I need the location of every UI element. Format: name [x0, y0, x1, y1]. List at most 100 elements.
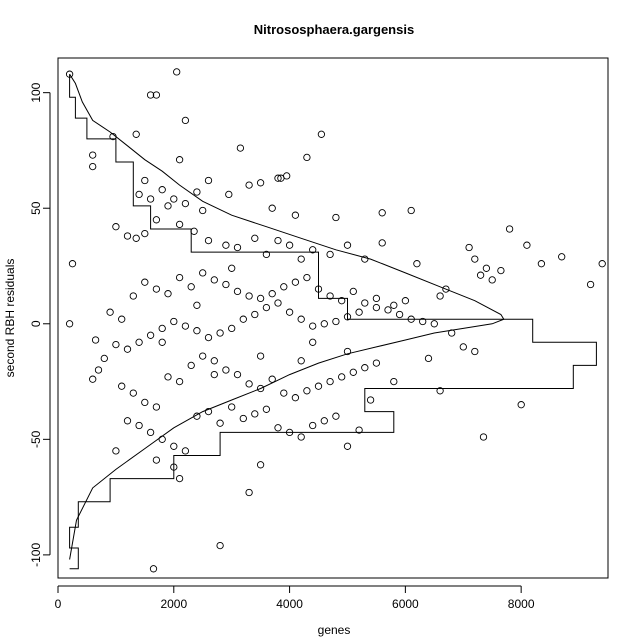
- data-point: [222, 366, 230, 374]
- data-point: [326, 292, 334, 300]
- data-point: [256, 352, 265, 360]
- x-tick-label: 2000: [160, 597, 187, 611]
- data-point: [170, 442, 178, 450]
- data-point: [112, 447, 120, 455]
- data-point: [297, 433, 305, 441]
- data-point: [407, 206, 415, 215]
- data-point: [338, 297, 346, 305]
- scatter-points: [65, 68, 606, 573]
- data-point: [361, 299, 369, 307]
- data-point: [141, 176, 149, 185]
- data-point: [199, 352, 207, 360]
- data-point: [228, 264, 236, 272]
- data-point: [216, 329, 224, 337]
- data-point: [181, 447, 190, 455]
- data-point: [407, 315, 415, 323]
- data-point: [314, 382, 323, 390]
- data-point: [314, 285, 323, 293]
- data-point: [204, 333, 213, 342]
- data-point: [106, 308, 114, 316]
- data-point: [141, 398, 149, 407]
- data-point: [65, 320, 74, 328]
- data-point: [164, 373, 172, 381]
- data-point: [326, 250, 334, 259]
- data-point: [141, 229, 149, 238]
- data-point: [236, 144, 245, 152]
- data-point: [280, 389, 288, 397]
- data-point: [309, 338, 317, 346]
- data-point: [181, 116, 190, 125]
- y-tick-label: -50: [29, 430, 43, 448]
- data-point: [164, 202, 172, 210]
- data-point: [216, 419, 224, 427]
- data-point: [262, 405, 271, 413]
- data-point: [193, 327, 201, 335]
- data-point: [175, 220, 184, 229]
- data-point: [152, 403, 161, 411]
- data-point: [256, 179, 265, 187]
- data-point: [274, 299, 282, 307]
- data-point: [175, 377, 184, 386]
- x-tick-label: 6000: [392, 597, 419, 611]
- data-point: [65, 70, 74, 78]
- data-point: [256, 294, 265, 303]
- data-point: [158, 324, 166, 333]
- data-point: [317, 130, 326, 138]
- data-point: [216, 541, 224, 550]
- data-point: [251, 310, 259, 319]
- data-point: [193, 412, 201, 420]
- data-point: [175, 156, 184, 164]
- data-point: [193, 188, 201, 196]
- density-curve-line: [69, 73, 505, 560]
- data-point: [436, 292, 444, 300]
- data-point: [251, 234, 259, 242]
- data-point: [320, 417, 328, 425]
- data-point: [285, 308, 294, 316]
- data-point: [204, 176, 213, 185]
- y-axis: -100 -50 0 50 100: [29, 82, 51, 567]
- data-point: [146, 428, 155, 437]
- data-point: [523, 241, 531, 249]
- data-point: [465, 243, 473, 252]
- data-point: [262, 303, 271, 312]
- data-point: [343, 313, 352, 321]
- chart-title: Nitrososphaera.gargensis: [254, 22, 414, 37]
- data-point: [129, 389, 137, 397]
- data-point: [152, 216, 161, 224]
- data-point: [355, 426, 363, 434]
- data-point: [459, 343, 467, 351]
- histogram-steps: [69, 74, 597, 570]
- data-point: [390, 377, 398, 386]
- data-point: [187, 361, 195, 370]
- data-point: [448, 329, 456, 337]
- data-point: [361, 364, 369, 372]
- data-point: [471, 347, 479, 356]
- data-point: [158, 338, 166, 346]
- data-point: [297, 357, 305, 365]
- data-point: [175, 273, 184, 282]
- data-point: [517, 401, 525, 409]
- y-axis-label: second RBH residuals: [3, 259, 17, 378]
- data-point: [190, 227, 198, 235]
- data-point: [239, 414, 247, 423]
- data-point: [332, 317, 340, 326]
- data-point: [173, 68, 181, 76]
- data-point: [395, 310, 404, 319]
- data-point: [170, 195, 178, 203]
- data-point: [245, 380, 253, 388]
- data-point: [204, 236, 213, 245]
- data-point: [251, 410, 259, 418]
- data-point: [297, 255, 305, 263]
- data-point: [488, 276, 496, 284]
- data-point: [303, 387, 311, 395]
- data-point: [152, 285, 161, 293]
- data-point: [245, 488, 253, 497]
- data-point: [132, 234, 140, 242]
- data-point: [135, 190, 143, 199]
- data-point: [497, 266, 505, 275]
- data-point: [274, 236, 282, 245]
- x-tick-label: 0: [55, 597, 62, 611]
- data-point: [372, 303, 381, 312]
- data-point: [181, 199, 190, 208]
- data-point: [170, 317, 178, 326]
